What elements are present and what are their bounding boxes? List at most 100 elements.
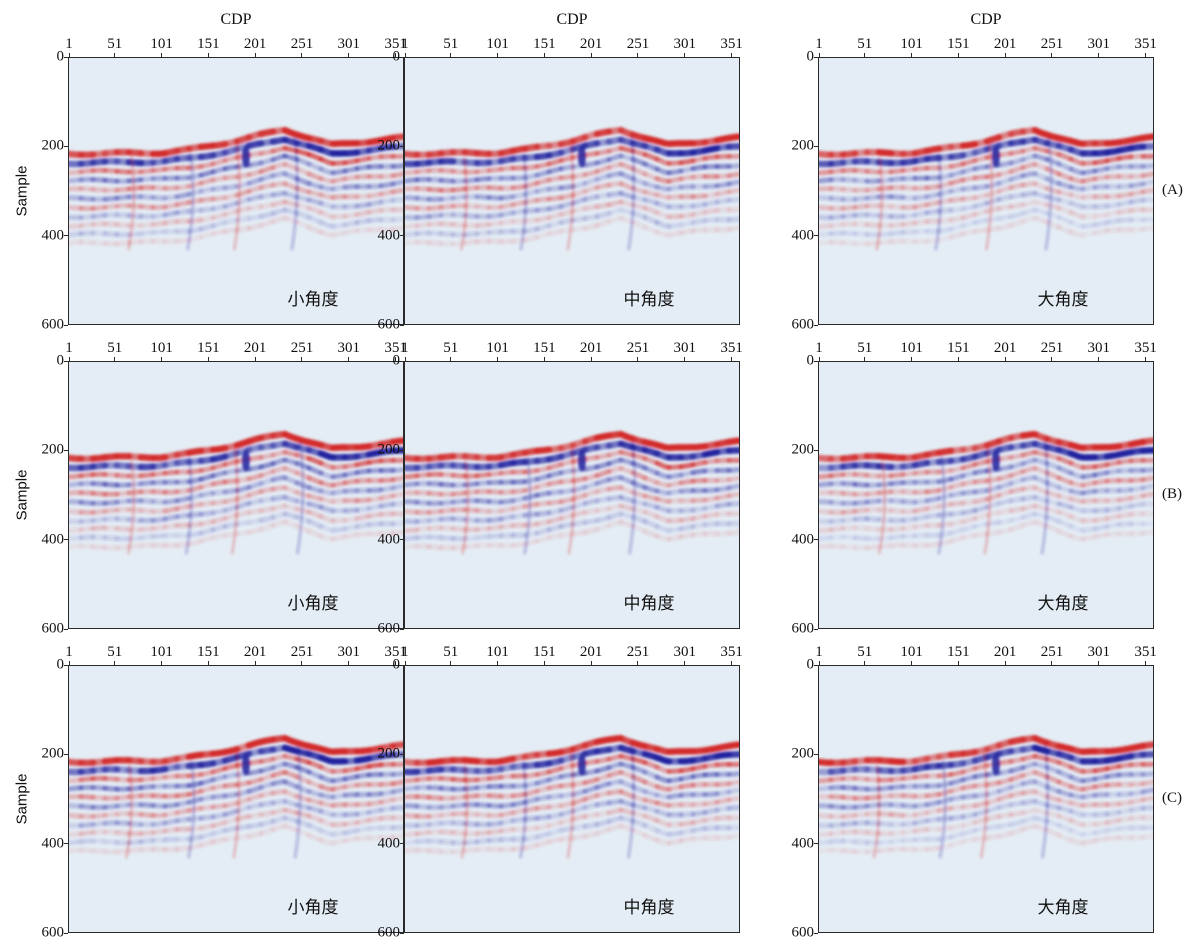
x-tick-label: 251 (1041, 341, 1064, 356)
reflector-segment (729, 504, 740, 505)
y-tick-label: 200 (378, 443, 401, 458)
x-tick-label: 101 (900, 645, 923, 660)
x-tick-mark (348, 357, 349, 361)
y-tick-mark (400, 235, 404, 236)
x-tick-label: 101 (150, 341, 173, 356)
x-tick-mark (497, 661, 498, 665)
seismic-section (69, 58, 404, 325)
x-tick-label: 201 (244, 341, 267, 356)
x-tick-mark (1145, 53, 1146, 57)
x-tick-label: 201 (994, 341, 1017, 356)
x-tick-mark (161, 357, 162, 361)
reflector-segment (729, 486, 740, 488)
reflector-segment (1143, 441, 1154, 442)
x-tick-label: 301 (1088, 645, 1111, 660)
reflector-segment (729, 228, 740, 230)
x-tick-label: 201 (244, 645, 267, 660)
y-tick-mark (814, 146, 818, 147)
reflector-segment (729, 137, 740, 138)
seismic-panel-r2-c1 (68, 361, 404, 629)
reflector-segment (729, 827, 740, 828)
reflector-segment (1143, 478, 1154, 480)
y-tick-mark (64, 450, 68, 451)
x-tick-label: 201 (994, 37, 1017, 52)
reflector-segment (393, 478, 404, 480)
amplitude-anomaly (578, 449, 586, 471)
angle-label: 小角度 (288, 589, 339, 614)
x-tick-mark (255, 53, 256, 57)
x-tick-mark (348, 661, 349, 665)
amplitude-anomaly (578, 145, 586, 167)
y-axis-title: Sample (15, 470, 30, 521)
reflector-segment (1143, 774, 1154, 775)
x-tick-mark (1005, 661, 1006, 665)
y-tick-mark (814, 57, 818, 58)
reflector-segment (1143, 174, 1154, 176)
x-tick-mark (114, 53, 115, 57)
x-tick-mark (405, 357, 406, 361)
x-tick-label: 51 (857, 37, 872, 52)
y-tick-label: 0 (57, 658, 65, 673)
reflector-segment (729, 219, 740, 220)
x-tick-mark (864, 357, 865, 361)
reflector-segment (1143, 798, 1154, 800)
y-tick-label: 200 (42, 443, 65, 458)
y-tick-mark (814, 539, 818, 540)
x-tick-label: 151 (947, 37, 970, 52)
x-tick-mark (450, 53, 451, 57)
x-tick-label: 201 (994, 645, 1017, 660)
x-tick-mark (114, 661, 115, 665)
x-axis-title: CDP (220, 12, 251, 28)
x-tick-mark (731, 661, 732, 665)
amplitude-anomaly (578, 753, 586, 775)
y-tick-label: 400 (42, 228, 65, 243)
y-tick-label: 0 (807, 658, 815, 673)
x-tick-label: 51 (443, 37, 458, 52)
x-tick-mark (208, 661, 209, 665)
reflector-segment (729, 745, 740, 746)
x-tick-mark (208, 357, 209, 361)
y-tick-label: 600 (42, 318, 65, 333)
seismic-section (405, 666, 740, 933)
reflector-segment (729, 190, 740, 192)
reflector-segment (729, 774, 740, 775)
x-tick-mark (637, 53, 638, 57)
x-tick-mark (684, 661, 685, 665)
x-tick-label: 51 (107, 645, 122, 660)
x-tick-label: 151 (533, 341, 556, 356)
x-tick-mark (1051, 661, 1052, 665)
y-tick-mark (64, 843, 68, 844)
reflector-segment (393, 808, 404, 809)
x-tick-mark (819, 53, 820, 57)
x-tick-label: 51 (857, 645, 872, 660)
y-tick-mark (64, 629, 68, 630)
reflector-segment (393, 486, 404, 488)
reflector-segment (729, 523, 740, 524)
reflector-segment (1143, 219, 1154, 220)
y-tick-mark (400, 450, 404, 451)
seismic-section (405, 58, 740, 325)
x-tick-mark (348, 53, 349, 57)
y-tick-mark (814, 361, 818, 362)
x-tick-label: 101 (150, 37, 173, 52)
x-tick-label: 151 (197, 645, 220, 660)
y-tick-mark (400, 933, 404, 934)
angle-label: 大角度 (1038, 285, 1089, 310)
x-tick-mark (958, 53, 959, 57)
reflector-segment (1143, 200, 1154, 201)
reflector-segment (1143, 523, 1154, 524)
reflector-segment (729, 494, 740, 496)
y-tick-label: 600 (378, 622, 401, 637)
y-tick-label: 400 (792, 532, 815, 547)
y-tick-label: 0 (57, 354, 65, 369)
seismic-section (69, 666, 404, 933)
y-tick-label: 200 (42, 139, 65, 154)
y-tick-label: 0 (807, 50, 815, 65)
x-tick-label: 51 (857, 341, 872, 356)
x-tick-mark (1098, 661, 1099, 665)
angle-label: 中角度 (624, 589, 675, 614)
reflector-segment (1143, 808, 1154, 809)
x-tick-mark (450, 357, 451, 361)
y-tick-label: 600 (378, 926, 401, 941)
